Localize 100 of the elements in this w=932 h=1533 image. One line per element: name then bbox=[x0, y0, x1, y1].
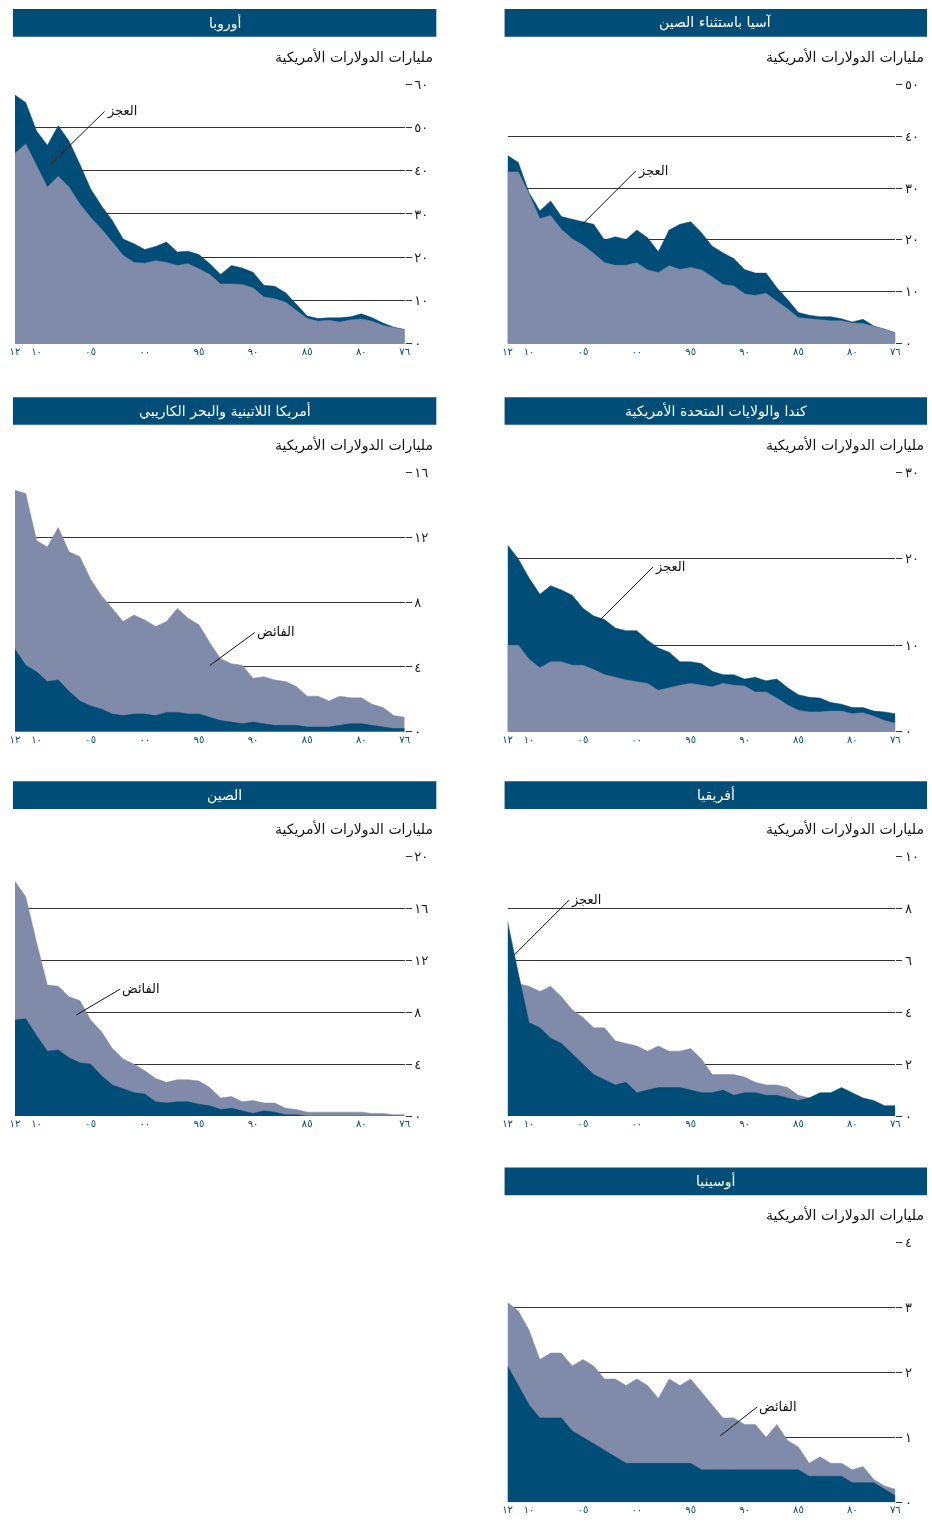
annotation: الفائض bbox=[759, 1399, 797, 1415]
annotation: الفائض bbox=[257, 624, 295, 640]
x-tick-label: ٩٠ bbox=[739, 733, 750, 745]
y-axis-title: مليارات الدولارات الأمريكية bbox=[766, 436, 924, 454]
x-tick-label: ٩٠ bbox=[739, 1504, 750, 1516]
chart-title: أوسينيا bbox=[696, 1172, 736, 1190]
x-tick-label: ٨٥ bbox=[793, 733, 804, 745]
y-tick-label: ١٦ bbox=[414, 901, 429, 917]
chart-title: الصين bbox=[207, 787, 243, 804]
annotation: العجز bbox=[638, 163, 669, 179]
y-tick-label: ٣٠ bbox=[904, 180, 919, 196]
y-tick-label: ٥٠ bbox=[904, 76, 919, 92]
x-tick-label: ٨٠ bbox=[355, 345, 367, 357]
x-tick-label: ٠٥ bbox=[577, 345, 589, 357]
x-tick-label: ٨٠ bbox=[846, 1504, 858, 1516]
y-tick-label: ١ bbox=[904, 1429, 912, 1445]
x-tick-label: ٨٥ bbox=[301, 733, 313, 745]
x-tick-label: ٠٥ bbox=[577, 1504, 589, 1516]
x-tick-label: ١٢ bbox=[502, 1118, 513, 1130]
x-tick-label: ٠٠ bbox=[139, 733, 151, 745]
y-axis-title: مليارات الدولارات الأمريكية bbox=[275, 820, 433, 838]
x-tick-label: ٧٦ bbox=[889, 1118, 901, 1130]
x-tick-label: ٨٥ bbox=[793, 345, 804, 357]
y-axis-title: مليارات الدولارات الأمريكية bbox=[766, 820, 924, 838]
y-tick-label: ٠ bbox=[904, 1108, 912, 1124]
chart-title: آسيا باستثناء الصين bbox=[659, 14, 772, 31]
x-tick-label: ٠٠ bbox=[139, 1118, 151, 1130]
x-tick-label: ٨٠ bbox=[846, 733, 858, 745]
x-tick-label: ٨٥ bbox=[793, 1118, 804, 1130]
y-tick-label: ٠ bbox=[414, 724, 422, 740]
x-tick-label: ٨٠ bbox=[355, 1118, 367, 1130]
y-tick-label: ٢٠ bbox=[414, 249, 429, 265]
y-tick-label: ٤ bbox=[904, 1235, 912, 1251]
y-tick-label: ٤ bbox=[414, 659, 422, 675]
x-tick-label: ٧٦ bbox=[399, 345, 411, 357]
y-tick-label: ١٢ bbox=[414, 529, 429, 545]
x-tick-label: ٧٦ bbox=[889, 1504, 901, 1516]
x-tick-label: ١٠ bbox=[31, 345, 42, 357]
x-tick-label: ٩٠ bbox=[739, 1118, 750, 1130]
chart-title: كندا والولايات المتحدة الأمريكية bbox=[625, 402, 807, 420]
y-tick-label: ٢ bbox=[904, 1365, 912, 1381]
y-tick-label: ٣ bbox=[904, 1300, 912, 1316]
x-tick-label: ٧٦ bbox=[399, 733, 411, 745]
x-tick-label: ٧٦ bbox=[889, 345, 901, 357]
y-axis-title: مليارات الدولارات الأمريكية bbox=[275, 48, 433, 66]
x-tick-label: ١٢ bbox=[9, 733, 21, 745]
x-tick-label: ٩٥ bbox=[193, 733, 205, 745]
x-tick-label: ١٠ bbox=[523, 1504, 535, 1516]
x-tick-label: ٠٥ bbox=[85, 345, 97, 357]
y-tick-label: ٣٠ bbox=[904, 464, 919, 480]
x-tick-label: ٨٥ bbox=[301, 1118, 313, 1130]
y-tick-label: ٨ bbox=[414, 1004, 422, 1020]
x-tick-label: ٩٥ bbox=[685, 345, 697, 357]
y-tick-label: ٢ bbox=[904, 1056, 912, 1072]
y-tick-label: ٠ bbox=[904, 724, 912, 740]
y-tick-label: ٨ bbox=[414, 594, 422, 610]
x-tick-label: ٨٥ bbox=[301, 345, 313, 357]
x-tick-label: ٠٥ bbox=[577, 733, 589, 745]
chart-title: أفريقيا bbox=[697, 786, 735, 804]
y-tick-label: ٢٠ bbox=[904, 551, 919, 567]
y-axis-title: مليارات الدولارات الأمريكية bbox=[766, 48, 924, 66]
x-tick-label: ١٠ bbox=[523, 733, 535, 745]
y-tick-label: ٨ bbox=[904, 901, 912, 917]
x-tick-label: ٩٠ bbox=[247, 1118, 259, 1130]
x-tick-label: ٠٥ bbox=[577, 1118, 589, 1130]
y-tick-label: ٤ bbox=[414, 1056, 422, 1072]
x-tick-label: ١٠ bbox=[523, 1118, 535, 1130]
annotation: الفائض bbox=[122, 981, 160, 997]
y-tick-label: ٢٠ bbox=[904, 232, 919, 248]
x-tick-label: ٩٠ bbox=[247, 733, 259, 745]
x-tick-label: ٩٥ bbox=[685, 1504, 697, 1516]
y-tick-label: ٣٠ bbox=[414, 206, 429, 222]
x-tick-label: ٠٠ bbox=[631, 733, 643, 745]
y-tick-label: ٠ bbox=[414, 336, 422, 352]
y-tick-label: ١٦ bbox=[414, 464, 429, 480]
y-tick-label: ١٠ bbox=[904, 637, 919, 653]
y-tick-label: ٤٠ bbox=[904, 128, 919, 144]
y-tick-label: ٥٠ bbox=[414, 120, 429, 136]
y-tick-label: ١٠ bbox=[904, 284, 919, 300]
chart-title: أوروبا bbox=[209, 14, 242, 32]
y-tick-label: ٢٠ bbox=[414, 849, 429, 865]
x-tick-label: ٩٠ bbox=[247, 345, 259, 357]
y-tick-label: ٦ bbox=[904, 952, 912, 968]
y-tick-label: ١٢ bbox=[414, 952, 429, 968]
x-tick-label: ٠٠ bbox=[631, 1504, 643, 1516]
x-tick-label: ٩٥ bbox=[685, 733, 697, 745]
x-tick-label: ٨٠ bbox=[355, 733, 367, 745]
y-tick-label: ٠ bbox=[904, 336, 912, 352]
y-tick-label: ٦٠ bbox=[414, 76, 429, 92]
x-tick-label: ٩٠ bbox=[739, 345, 750, 357]
y-tick-label: ١٠ bbox=[904, 849, 919, 865]
y-tick-label: ٤٠ bbox=[414, 163, 429, 179]
annotation: العجز bbox=[655, 559, 686, 575]
y-tick-label: ٠ bbox=[414, 1108, 422, 1124]
x-tick-label: ٩٥ bbox=[193, 1118, 205, 1130]
x-tick-label: ١٢ bbox=[502, 1504, 513, 1516]
y-tick-label: ٠ bbox=[904, 1494, 912, 1510]
x-tick-label: ١٠ bbox=[31, 733, 42, 745]
x-tick-label: ٩٥ bbox=[193, 345, 205, 357]
x-tick-label: ٠٠ bbox=[631, 1118, 643, 1130]
